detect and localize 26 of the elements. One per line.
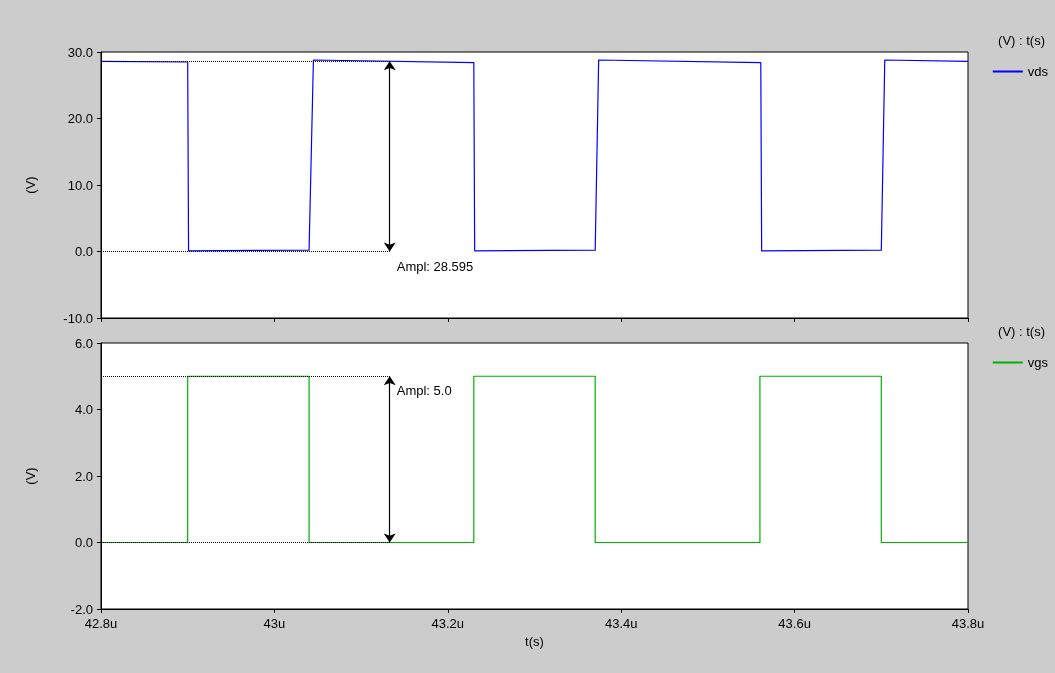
y-tick-label: 10.0 (67, 177, 93, 193)
y-tick-label: 20.0 (67, 111, 93, 126)
legend-title: (V) : t(s) (998, 33, 1045, 48)
annotation: Ampl: 28.595 (396, 258, 474, 274)
y-tick-label: -10.0 (63, 310, 93, 326)
y-axis-title: (V) (23, 176, 38, 194)
y-tick-label: 0.0 (74, 244, 93, 259)
x-axis-title: t(s) (525, 634, 544, 649)
y-tick-label: 30.0 (67, 44, 93, 60)
legend-title: (V) : t(s) (998, 324, 1045, 339)
y-tick-label: 6.0 (74, 335, 93, 351)
x-tick-label: 43.6u (778, 616, 811, 631)
x-tick-label: 43u (263, 616, 286, 631)
x-tick-label: 43.4u (604, 616, 638, 631)
x-tick-label: 43.2u (431, 616, 465, 631)
x-tick-label: 42.8u (84, 616, 118, 631)
y-axis-title: (V) (23, 467, 38, 485)
annotation: Ampl: 5.0 (396, 383, 452, 399)
y-tick-label: -2.0 (70, 601, 93, 617)
x-tick-label: 43.8u (951, 616, 985, 631)
legend-label: vgs (1027, 355, 1049, 370)
line-series (100, 59, 969, 252)
y-tick-label: 2.0 (74, 468, 93, 484)
legend-label: vds (1027, 64, 1049, 79)
y-tick-label: 0.0 (74, 535, 93, 550)
y-tick-label: 4.0 (74, 402, 93, 417)
